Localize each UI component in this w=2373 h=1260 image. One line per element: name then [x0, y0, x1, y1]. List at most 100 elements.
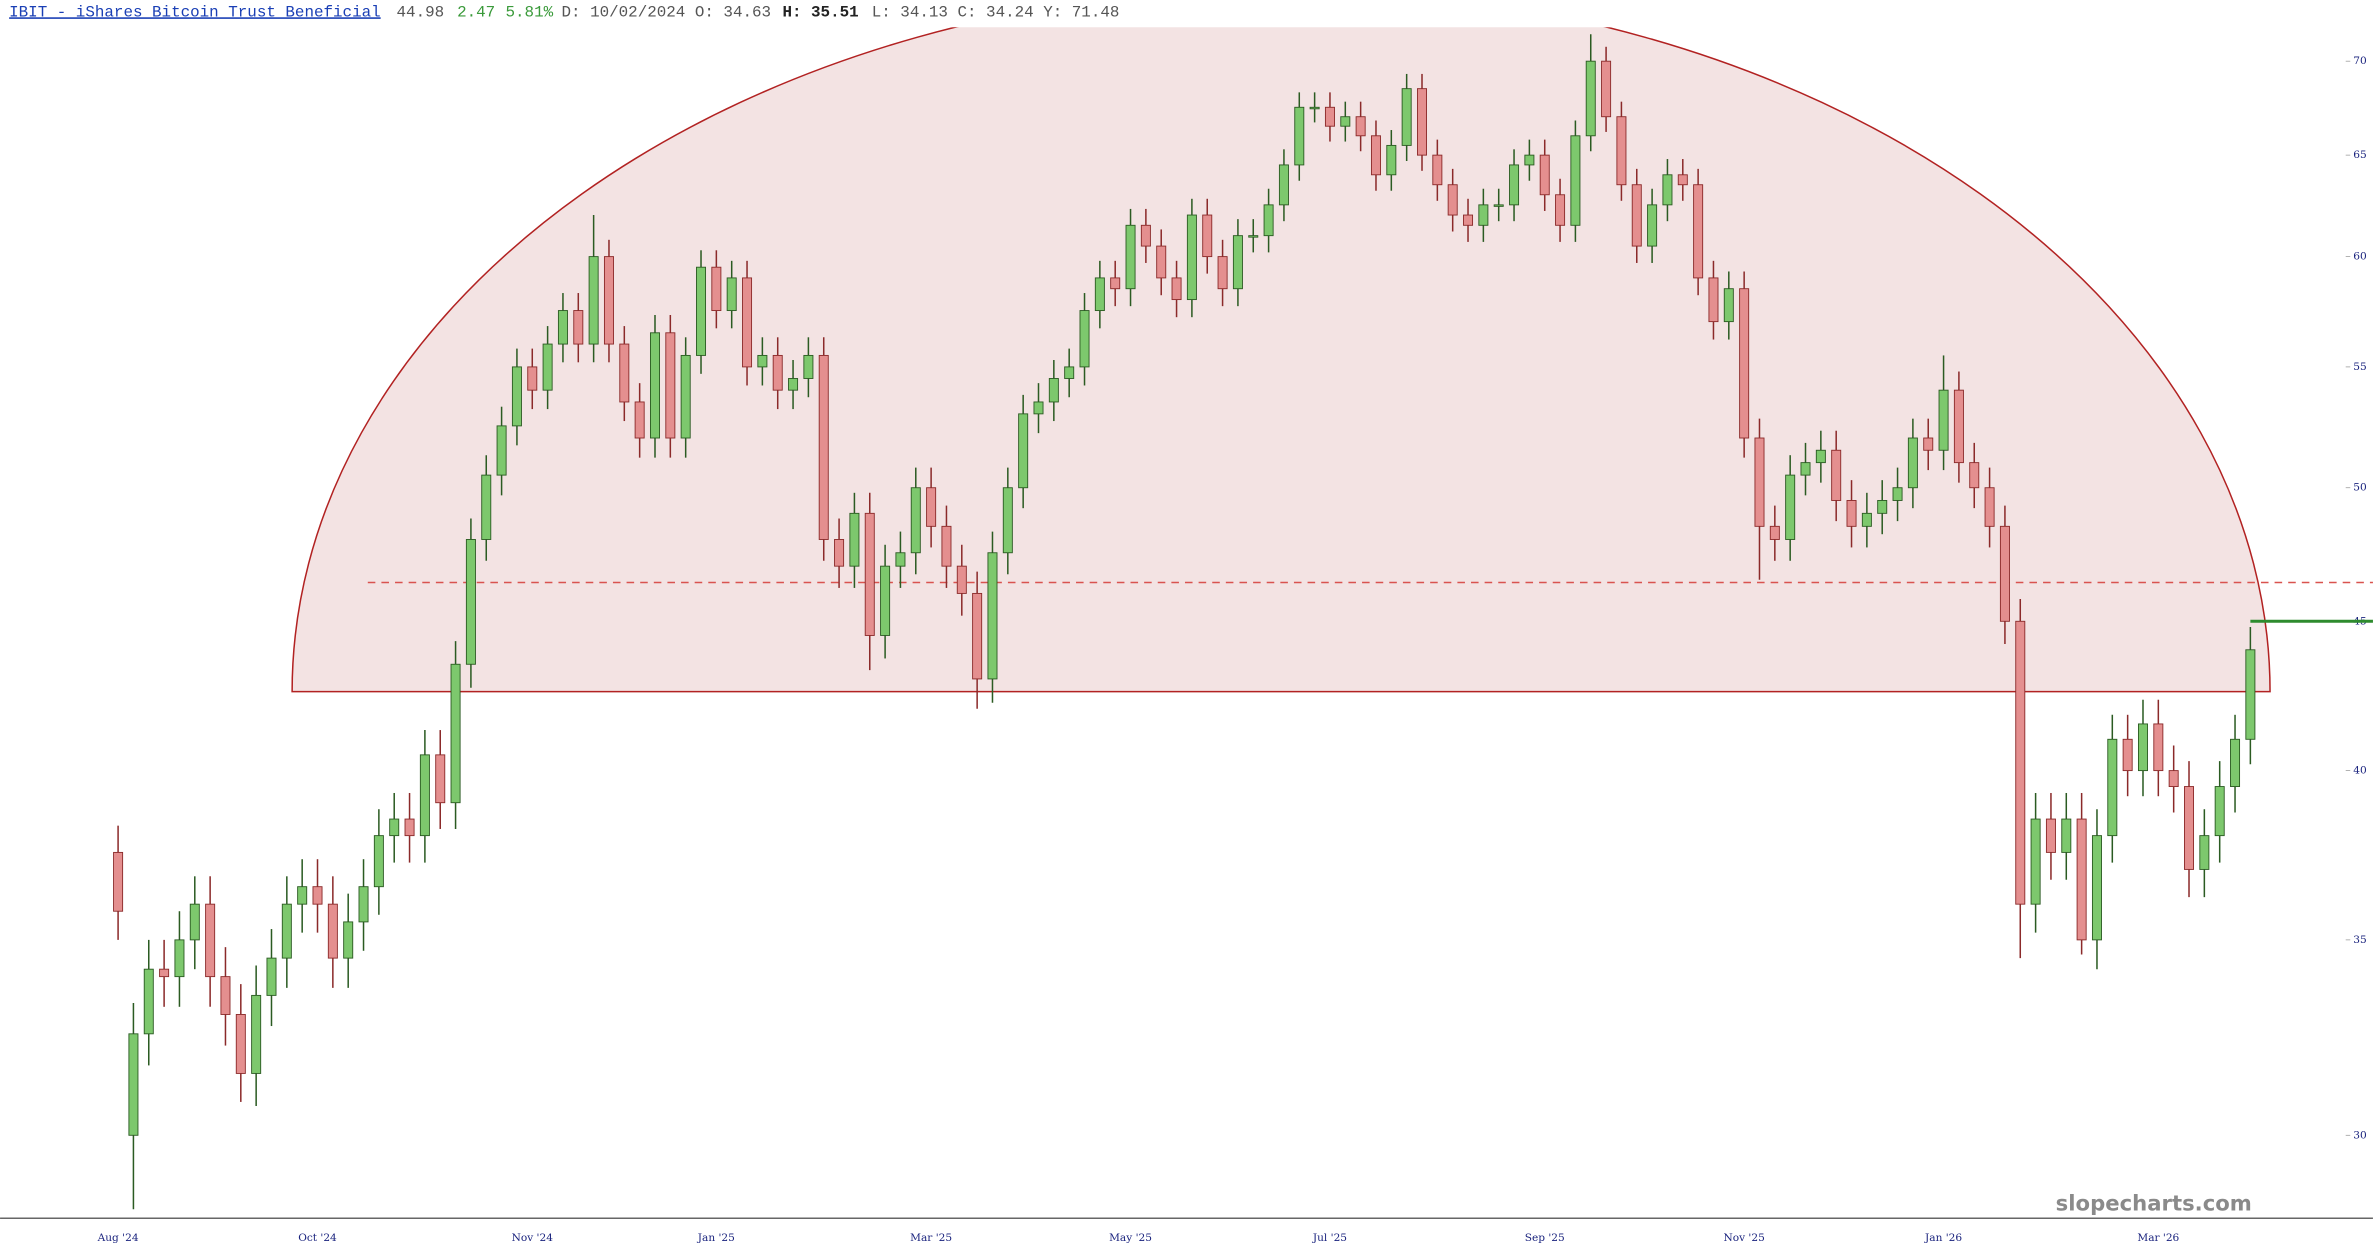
candle-body	[2153, 723, 2164, 772]
candle-body	[1033, 401, 1044, 415]
candle-body	[1140, 224, 1151, 247]
x-tick-label: Nov '25	[1723, 1232, 1764, 1244]
candle-body	[1739, 288, 1750, 439]
candle-body	[1877, 500, 1888, 514]
candle-body	[772, 354, 783, 391]
candle-body	[511, 366, 522, 427]
x-tick-label: Aug '24	[97, 1232, 139, 1244]
candle-body	[1432, 154, 1443, 186]
candle-body	[619, 343, 630, 403]
candle-body	[2015, 620, 2026, 905]
candle-body	[1831, 449, 1842, 501]
candle-body	[2230, 738, 2241, 788]
candle-body	[757, 354, 768, 368]
candle-body	[1754, 437, 1765, 527]
candle-body	[834, 539, 845, 567]
candle-body	[1892, 487, 1903, 501]
candle-body	[1647, 204, 1658, 247]
candle-body	[1278, 164, 1289, 206]
candle-body	[373, 835, 384, 888]
candle-body	[2107, 738, 2118, 837]
candle-body	[404, 818, 415, 837]
candle-body	[1769, 525, 1780, 540]
candle-body	[1048, 378, 1059, 403]
candle-body	[665, 332, 676, 439]
candle-body	[2184, 786, 2195, 870]
change: 2.47	[457, 3, 495, 21]
candle-body	[910, 487, 921, 554]
candle-body	[389, 818, 400, 837]
x-tick-label: May '25	[1109, 1232, 1152, 1244]
candle-body	[2076, 818, 2087, 941]
candle-body	[1800, 462, 1811, 476]
candle-body	[1601, 60, 1612, 118]
candle-body	[419, 754, 430, 837]
candle-body	[1248, 235, 1259, 238]
x-tick-label: Jan '26	[1924, 1232, 1962, 1244]
candle-body	[113, 851, 124, 912]
y-tick-label: 65	[2353, 149, 2366, 161]
candle-body	[1693, 184, 1704, 279]
candle-body	[1386, 144, 1397, 176]
candle-body	[1370, 135, 1381, 176]
candle-body	[1064, 366, 1075, 379]
candle-body	[1570, 135, 1581, 226]
candle-body	[788, 378, 799, 391]
candle-body	[634, 401, 645, 439]
candle-body	[2199, 835, 2210, 870]
candle-body	[1846, 500, 1857, 527]
candle-body	[1969, 462, 1980, 489]
candle-body	[864, 512, 875, 636]
candle-body	[542, 343, 553, 391]
y-tick-label: 55	[2353, 361, 2366, 373]
candle-body	[496, 425, 507, 476]
candle-body	[266, 957, 277, 996]
candle-body	[2030, 818, 2041, 905]
candle-body	[1171, 277, 1182, 301]
candle-body	[1232, 235, 1243, 290]
candle-body	[573, 310, 584, 345]
candle-body	[1324, 106, 1335, 127]
x-tick-label: Oct '24	[298, 1232, 337, 1244]
candle-body	[2137, 723, 2148, 772]
candle-body	[1294, 106, 1305, 166]
candle-body	[481, 474, 492, 540]
candle-body	[1125, 224, 1136, 290]
candle-body	[2045, 818, 2056, 853]
candle-body	[818, 354, 829, 540]
candle-body	[1447, 184, 1458, 216]
candle-body	[1309, 106, 1320, 110]
candle-body	[1401, 88, 1412, 146]
candle-body	[603, 256, 614, 345]
candle-body	[143, 968, 154, 1035]
candle-body	[281, 903, 292, 959]
candle-body	[189, 903, 200, 941]
candle-body	[527, 366, 538, 391]
x-tick-label: Jul '25	[1312, 1232, 1347, 1244]
candle-body	[1478, 204, 1489, 226]
candle-body	[1662, 174, 1673, 206]
ticker-title[interactable]: IBIT - iShares Bitcoin Trust Beneficial	[9, 3, 381, 21]
candle-body	[1938, 389, 1949, 451]
candle-body	[1524, 154, 1535, 166]
candle-body	[1999, 525, 2010, 622]
candle-body	[343, 921, 354, 959]
candle-body	[327, 903, 338, 959]
candle-body	[2061, 818, 2072, 853]
candle-body	[251, 994, 262, 1074]
candle-body	[312, 886, 323, 905]
candle-body	[956, 565, 967, 594]
candle-body	[880, 565, 891, 636]
candle-body	[1217, 256, 1228, 290]
candle-body	[235, 1014, 246, 1074]
candle-body	[2122, 738, 2133, 772]
candle-body	[2091, 835, 2102, 941]
x-tick-label: Mar '25	[910, 1232, 952, 1244]
y-tick-label: 35	[2353, 934, 2366, 946]
candle-body	[1861, 512, 1872, 527]
candle-body	[1493, 204, 1504, 207]
x-tick-label: Nov '24	[512, 1232, 554, 1244]
candle-body	[1616, 116, 1627, 186]
